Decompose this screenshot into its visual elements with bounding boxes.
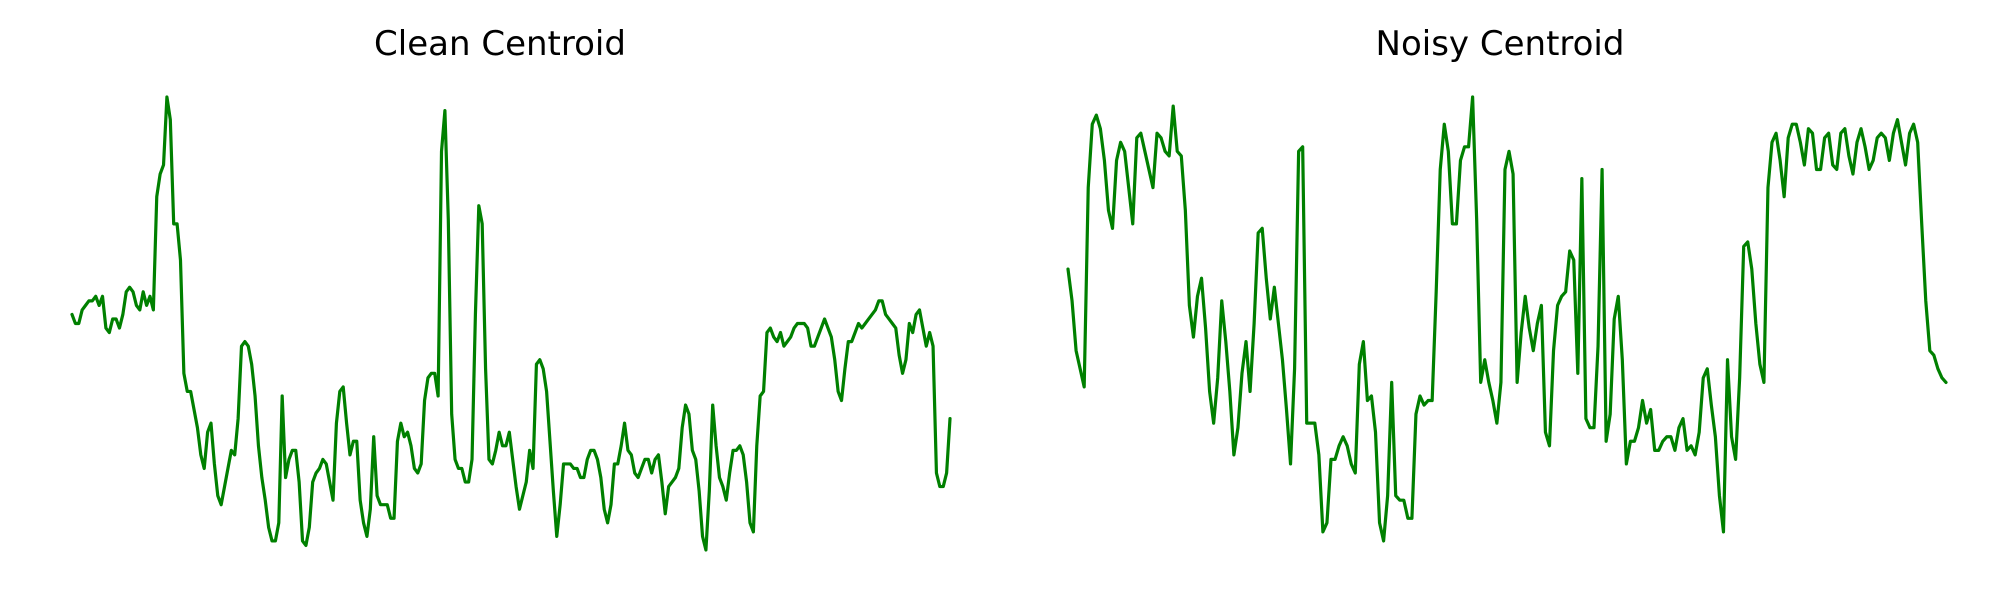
plot-area-noisy bbox=[1066, 95, 1948, 543]
chart-panel-clean: Clean Centroid bbox=[70, 24, 952, 552]
plot-area-clean bbox=[70, 95, 952, 552]
chart-title-clean: Clean Centroid bbox=[374, 24, 626, 64]
chart-panel-noisy: Noisy Centroid bbox=[1000, 0, 2000, 600]
chart-title-noisy: Noisy Centroid bbox=[1375, 24, 1625, 64]
noisy-centroid-line bbox=[1066, 95, 1948, 543]
clean-centroid-line bbox=[70, 95, 952, 552]
